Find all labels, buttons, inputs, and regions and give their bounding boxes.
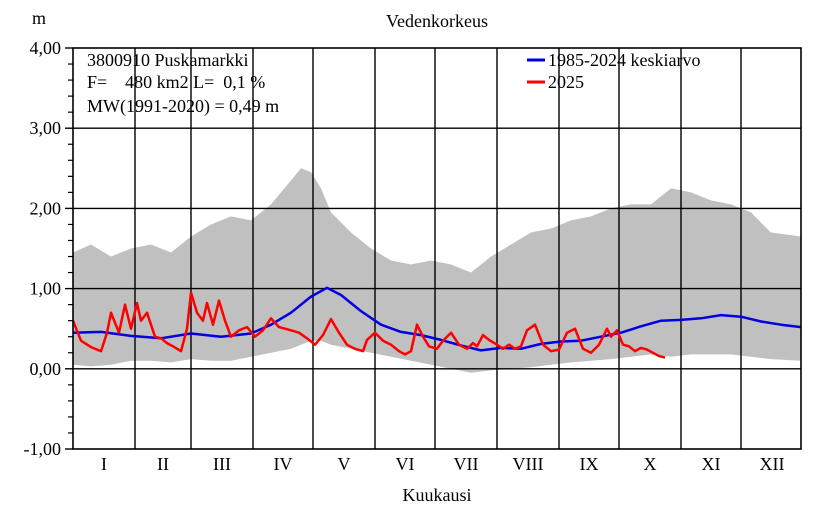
series-line-1 <box>71 291 666 359</box>
plot-frame <box>72 47 802 450</box>
month-label-7: VIII <box>513 454 544 474</box>
month-label-11: XII <box>760 454 785 474</box>
y-tick-label-3: 1,00 <box>30 279 62 299</box>
legend: 1985-2024 keskiarvo 2025 <box>527 50 700 92</box>
x-axis-label: Kuukausi <box>403 485 472 505</box>
month-label-5: VI <box>396 454 415 474</box>
chart-title: Vedenkorkeus <box>386 11 488 31</box>
month-label-3: IV <box>274 454 293 474</box>
mw-label: MW(1991-2020) = 0,49 m <box>87 96 279 117</box>
series-lines <box>71 286 802 359</box>
y-tick-label-0: 4,00 <box>30 38 62 58</box>
month-label-2: III <box>213 454 231 474</box>
legend-label-current: 2025 <box>548 72 584 92</box>
month-label-0: I <box>101 454 107 474</box>
station-label: 3800910 Puskamarkki <box>87 50 249 70</box>
y-tick-label-5: -1,00 <box>24 439 62 459</box>
legend-label-mean: 1985-2024 keskiarvo <box>548 50 700 70</box>
month-label-9: X <box>644 454 657 474</box>
month-label-4: V <box>338 454 351 474</box>
y-tick-label-4: 0,00 <box>30 359 62 379</box>
month-label-1: II <box>157 454 169 474</box>
y-tick-label-2: 2,00 <box>30 198 62 218</box>
month-label-6: VII <box>454 454 479 474</box>
info-box: 3800910 Puskamarkki F= 480 km2 L= 0,1 % … <box>87 50 279 117</box>
y-tick-label-1: 3,00 <box>30 118 62 138</box>
y-axis-label: m <box>32 8 46 28</box>
area-label: F= 480 km2 L= 0,1 % <box>87 72 265 92</box>
month-label-10: XI <box>702 454 721 474</box>
axes: 4,003,002,001,000,00-1,00I II III IV V VI VII V… <box>24 38 802 474</box>
month-label-8: IX <box>580 454 599 474</box>
grid <box>73 48 801 449</box>
